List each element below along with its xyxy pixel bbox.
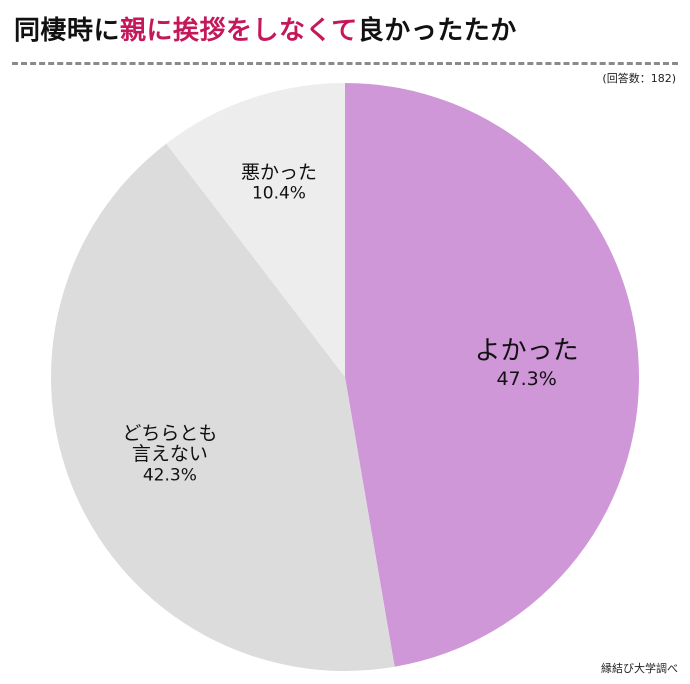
title-prefix: 同棲時に xyxy=(14,16,121,46)
slice-label: 言えない xyxy=(132,443,208,465)
title-suffix: 良かったたか xyxy=(357,16,517,46)
slice-value-label: 47.3% xyxy=(496,368,556,390)
slice-value-label: 10.4% xyxy=(252,184,306,204)
pie-slice xyxy=(50,143,395,672)
pie-slice xyxy=(166,83,345,377)
title-divider xyxy=(12,62,678,65)
title-highlight: 親に挨拶をしなくて xyxy=(120,16,358,46)
source-note: 縁結び大学調べ xyxy=(601,662,678,675)
respondent-count: (回答数：182) xyxy=(602,72,676,85)
slice-value-label: 42.3% xyxy=(143,465,197,485)
slice-label: よかった xyxy=(475,336,579,366)
pie-slice xyxy=(345,82,640,667)
chart-title: 同棲時に親に挨拶をしなくて良かったたか xyxy=(14,10,517,47)
slice-label: どちらとも xyxy=(122,422,217,444)
slice-label: 悪かった xyxy=(241,161,317,183)
